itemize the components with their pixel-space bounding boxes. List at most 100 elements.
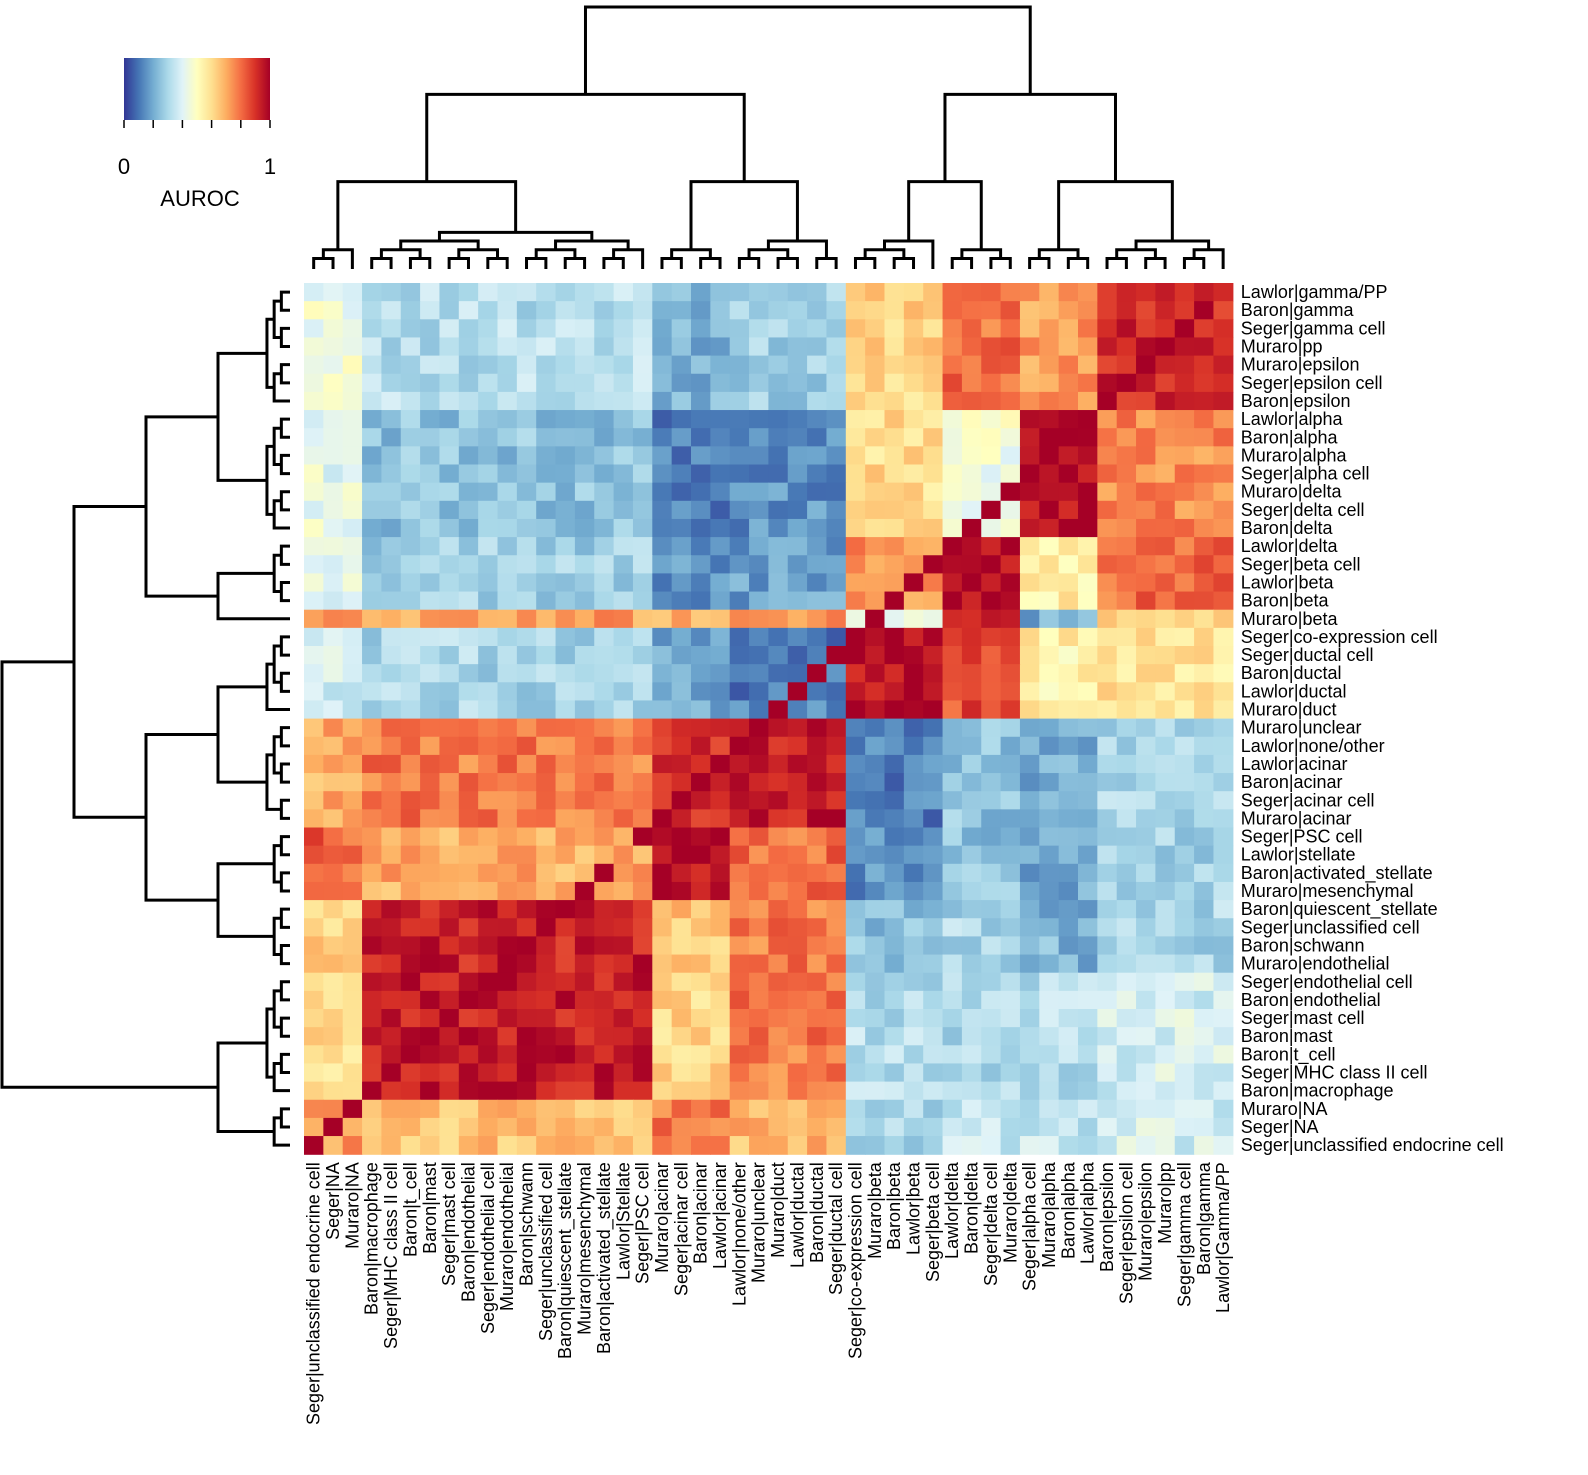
heatmap-cell [768,428,789,447]
heatmap-cell [691,1117,711,1137]
heatmap-cell [671,664,692,683]
heatmap-cell [981,1117,1002,1137]
heatmap-cell [1039,845,1060,865]
heatmap-cell [497,518,518,538]
heatmap-cell [1194,301,1215,320]
heatmap-cell [497,373,518,393]
heatmap-cell [923,1117,944,1137]
heatmap-cell [1194,500,1215,520]
heatmap-cell [632,718,653,738]
heatmap-cell [768,718,789,738]
heatmap-cell [420,283,441,302]
heatmap-cell [865,700,886,720]
heatmap-cell [381,446,402,466]
heatmap-cell [613,918,634,937]
heatmap-cell [1078,428,1098,447]
heatmap-cell [439,682,460,702]
heatmap-cell [884,990,905,1010]
heatmap-cell [516,301,537,320]
heatmap-cell [323,1117,344,1137]
heatmap-cell [342,1063,363,1083]
heatmap-cell [729,1117,750,1137]
dendrogram-branch [279,762,290,784]
dendrogram-branch [279,1107,290,1129]
heatmap-cell [381,482,402,502]
heatmap-cell [961,1117,982,1137]
heatmap-cell [807,337,828,357]
heatmap-cell [710,863,731,883]
dendrogram-branch [660,257,683,269]
heatmap-cell [516,337,537,357]
heatmap-cell [342,736,363,756]
heatmap-cell [1155,646,1176,665]
heatmap-cell [536,391,557,411]
heatmap-cell [478,845,499,865]
heatmap-cell [787,391,808,411]
heatmap-cell [652,1045,673,1065]
heatmap-cell [729,718,750,738]
heatmap-cell [768,591,789,611]
heatmap-cell [729,954,750,974]
heatmap-cell [981,627,1002,647]
heatmap-cell [478,500,499,520]
heatmap-cell [1078,1117,1098,1137]
heatmap-cell [420,464,441,484]
heatmap-cell [555,700,576,720]
column-label: Seger|acinar cell [671,1162,691,1296]
heatmap-cell [768,881,789,901]
heatmap-cell [1019,936,1040,956]
heatmap-cell [632,319,653,339]
heatmap-cell [729,773,750,792]
heatmap-cell [420,1009,441,1028]
heatmap-cell [497,464,518,484]
heatmap-cell [807,391,828,411]
heatmap-cell [323,754,344,774]
heatmap-cell [478,1063,499,1083]
heatmap-cell [400,1063,421,1083]
heatmap-cell [323,646,344,665]
heatmap-cell [555,936,576,956]
heatmap-cell [729,1027,750,1046]
heatmap-cell [1097,319,1118,339]
heatmap-cell [632,1117,653,1137]
heatmap-cell [439,972,460,992]
heatmap-cell [826,573,847,593]
heatmap-cell [768,482,789,502]
heatmap-cell [304,301,324,320]
heatmap-cell [961,319,982,339]
heatmap-cell [942,900,963,919]
heatmap-cell [1097,464,1118,484]
heatmap-cell [516,609,537,629]
heatmap-cell [691,682,711,702]
row-label: Muraro|pp [1241,337,1323,357]
heatmap-cell [594,809,615,829]
heatmap-cell [439,500,460,520]
heatmap-cell [323,609,344,629]
heatmap-cell [439,1045,460,1065]
heatmap-cell [826,718,847,738]
heatmap-cell [671,1117,692,1137]
heatmap-cell [439,827,460,847]
heatmap-cell [420,1027,441,1046]
heatmap-cell [362,555,382,574]
heatmap-cell [652,700,673,720]
heatmap-cell [691,609,711,629]
heatmap-cell [768,609,789,629]
heatmap-cell [1155,537,1176,556]
legend-min-label: 0 [118,154,130,179]
heatmap-cell [1078,537,1098,556]
heatmap-cell [1155,391,1176,411]
heatmap-cell [516,518,537,538]
heatmap-cell [304,682,324,702]
heatmap-cell [1097,337,1118,357]
heatmap-cell [555,482,576,502]
heatmap-cell [400,845,421,865]
heatmap-cell [807,573,828,593]
heatmap-cell [845,664,866,683]
heatmap-cell [903,518,924,538]
heatmap-cell [981,428,1002,447]
heatmap-cell [903,881,924,901]
heatmap-cell [903,428,924,447]
heatmap-cell [942,827,963,847]
heatmap-cell [555,827,576,847]
